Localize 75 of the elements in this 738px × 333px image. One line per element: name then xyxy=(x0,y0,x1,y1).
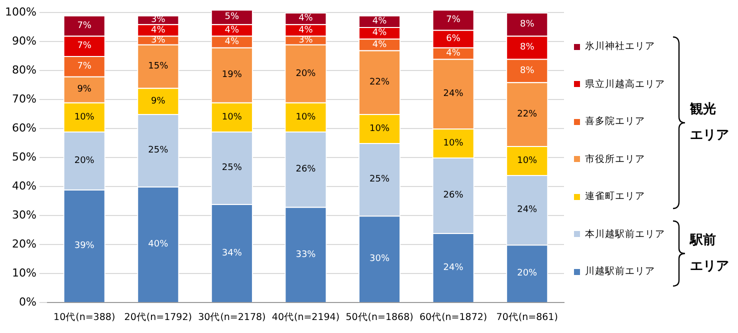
y-tick-label: 80% xyxy=(12,63,36,76)
y-tick-label: 50% xyxy=(12,150,36,164)
y-tick-label: 40% xyxy=(12,179,36,192)
data-label: 4% xyxy=(372,16,388,27)
data-label: 22% xyxy=(370,77,390,88)
data-label: 10% xyxy=(222,112,242,122)
x-tick-label: 50代(n=1868) xyxy=(346,312,414,323)
data-label: 8% xyxy=(520,66,535,76)
data-label: 7% xyxy=(77,20,92,31)
text: エリア xyxy=(690,258,729,275)
data-label: 25% xyxy=(370,174,390,185)
y-tick-label: 10% xyxy=(12,266,36,280)
legend-label: 氷川神社エリア xyxy=(585,40,655,54)
y-tick-label: 70% xyxy=(12,92,36,106)
text: 観光 xyxy=(690,100,716,118)
y-tick-label: 0% xyxy=(18,295,36,308)
data-label: 5% xyxy=(224,12,240,22)
data-label: 24% xyxy=(443,89,464,100)
legend-label: 県立川越高エリア xyxy=(585,78,665,91)
y-tick-label: 90% xyxy=(12,34,36,48)
data-label: 8% xyxy=(520,19,535,30)
data-label: 4% xyxy=(150,25,166,36)
data-label: 4% xyxy=(224,25,240,36)
data-label: 4% xyxy=(298,25,314,36)
data-label: 4% xyxy=(372,40,388,50)
data-label: 40% xyxy=(148,240,169,250)
x-tick-label: 60代(n=1872) xyxy=(419,312,488,323)
data-label: 24% xyxy=(517,205,538,216)
data-label: 10% xyxy=(370,124,390,134)
legend-label: 連雀町エリア xyxy=(585,190,645,204)
data-label: 7% xyxy=(446,15,461,26)
data-label: 9% xyxy=(150,96,166,106)
data-label: 7% xyxy=(77,62,92,72)
data-label: 4% xyxy=(446,48,461,58)
legend-label: 喜多院エリア xyxy=(585,115,645,128)
data-label: 10% xyxy=(443,138,464,148)
data-label: 7% xyxy=(77,41,92,52)
data-label: 33% xyxy=(296,250,316,260)
data-label: 6% xyxy=(446,34,461,44)
text: 駅前 xyxy=(690,232,716,249)
y-tick-label: 100% xyxy=(4,5,36,18)
data-label: 4% xyxy=(372,28,388,38)
data-label: 24% xyxy=(443,262,464,273)
data-label: 34% xyxy=(222,248,242,258)
x-tick-label: 10代(n=388) xyxy=(54,312,116,323)
data-label: 22% xyxy=(517,109,538,120)
data-label: 10% xyxy=(296,112,316,122)
x-tick-label: 70代(n=861) xyxy=(496,312,558,323)
data-label: 4% xyxy=(298,14,314,24)
x-tick-label: 40代(n=2194) xyxy=(272,312,340,323)
x-tick-label: 20代(n=1792) xyxy=(124,312,192,323)
data-label: 4% xyxy=(224,36,240,47)
data-label: 20% xyxy=(296,68,316,79)
data-label: 10% xyxy=(517,156,538,166)
y-tick-label: 60% xyxy=(12,121,36,134)
legend-label: 川越駅前エリア xyxy=(585,265,655,278)
data-label: 26% xyxy=(443,190,464,201)
text: エリア xyxy=(690,126,729,144)
data-label: 9% xyxy=(77,84,92,95)
data-label: 25% xyxy=(148,146,169,156)
data-label: 8% xyxy=(520,42,535,53)
legend-label: 本川越駅前エリア xyxy=(585,228,665,241)
data-label: 26% xyxy=(296,164,316,174)
data-label: 19% xyxy=(222,70,242,80)
y-tick-label: 20% xyxy=(12,237,36,250)
data-label: 20% xyxy=(517,268,538,279)
data-label: 30% xyxy=(370,254,390,264)
data-label: 39% xyxy=(74,241,95,252)
data-label: 25% xyxy=(222,163,242,174)
x-tick-label: 30代(n=2178) xyxy=(198,312,266,323)
data-label: 15% xyxy=(148,62,169,72)
data-label: 20% xyxy=(74,156,95,166)
legend-label: 市役所エリア xyxy=(585,152,645,166)
data-label: 10% xyxy=(74,112,95,122)
y-tick-label: 30% xyxy=(12,208,36,222)
